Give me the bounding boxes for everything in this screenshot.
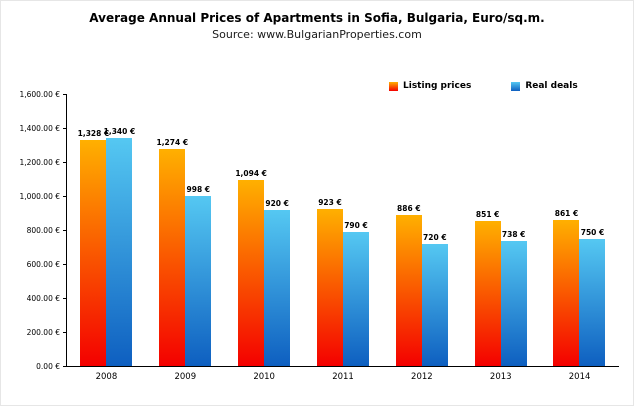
bar-real-deals-2008: 1,340 € xyxy=(104,127,135,366)
bar-group-2010: 1,094 € 920 € xyxy=(235,94,291,366)
bar-real-deals-2010: 920 € xyxy=(264,199,291,366)
bar-value-label: 920 € xyxy=(265,198,289,208)
y-tick-label: 1,600.00 € xyxy=(19,89,60,99)
bar-real-deals-2014: 750 € xyxy=(579,228,606,366)
x-axis-label-2012: 2012 xyxy=(411,372,433,382)
bar-listing-prices-2009: 1,274 € xyxy=(156,138,188,366)
bar-real-deals-2012: 720 € xyxy=(421,233,448,366)
bar-value-label: 998 € xyxy=(186,185,211,195)
bar-value-label: 1,340 € xyxy=(103,127,136,137)
y-tick-label: 400.00 € xyxy=(26,293,60,303)
y-tick-label: 800.00 € xyxy=(26,225,60,235)
bar-value-label: 1,274 € xyxy=(156,138,189,148)
y-tick-label: 1,000.00 € xyxy=(19,191,60,201)
bar-listing-prices-2012: 886 € xyxy=(395,204,422,366)
chart-subtitle: Source: www.BulgarianProperties.com xyxy=(212,28,422,41)
x-axis-label-2013: 2013 xyxy=(489,372,512,382)
bar-value-label: 720 € xyxy=(423,232,447,242)
bar-group-2009: 1,274 € 998 € xyxy=(156,94,212,366)
y-tick-label: 1,400.00 € xyxy=(19,123,60,133)
bar-group-2014: 861 €750 € xyxy=(553,94,606,366)
legend-swatch-listing-prices xyxy=(389,81,398,91)
bar-value-label: 1,328 € xyxy=(77,129,110,139)
legend-swatch-real-deals xyxy=(511,81,521,91)
bar-listing-prices-2013: 851 € xyxy=(474,210,501,366)
bar-group-2013: 851 €738 € xyxy=(474,94,527,366)
x-axis-label-2008: 2008 xyxy=(95,372,118,382)
y-tick-label: 200.00 € xyxy=(26,327,60,337)
bar-value-label: 851 € xyxy=(475,210,500,220)
x-axis-label-2014: 2014 xyxy=(568,372,591,382)
x-axis-label-2011: 2011 xyxy=(332,372,354,382)
bar-value-label: 1,094 € xyxy=(235,169,267,179)
bar-real-deals-2009: 998 € xyxy=(185,185,212,366)
y-tick-mark xyxy=(63,297,67,299)
bar-group-2012: 886 € 720 € xyxy=(395,94,448,366)
bar-value-label: 861 € xyxy=(554,208,579,218)
y-tick-label: 600.00 € xyxy=(26,259,60,269)
y-tick-mark xyxy=(63,331,67,333)
bar-listing-prices-2010: 1,094 € xyxy=(235,169,267,366)
y-tick-mark xyxy=(63,263,67,265)
legend: Listing prices Real deals xyxy=(389,81,578,91)
bar-group-2008: 1,328 €1,340 € xyxy=(78,94,135,366)
legend-label-listing-prices: Listing prices xyxy=(403,81,472,91)
y-tick-mark xyxy=(63,127,67,129)
legend-item-real-deals: Real deals xyxy=(511,81,578,91)
y-tick-mark xyxy=(63,229,67,231)
bar-group-2011: 923 € 790 € xyxy=(316,94,369,366)
x-axis-label-2010: 2010 xyxy=(253,372,275,382)
bar-value-label: 886 € xyxy=(397,204,421,214)
bar-real-deals-2013: 738 € xyxy=(500,230,527,366)
bar-real-deals-2011: 790 € xyxy=(342,221,369,366)
bar-listing-prices-2008: 1,328 € xyxy=(78,129,109,366)
bar-value-label: 923 € xyxy=(318,198,342,208)
x-axis-label-2009: 2009 xyxy=(174,372,197,382)
chart-title: Average Annual Prices of Apartments in S… xyxy=(89,11,545,25)
bar-value-label: 790 € xyxy=(344,220,368,230)
y-tick-mark xyxy=(63,365,67,367)
x-axis-labels: 2008 2009 2010 2011 2012 2013 2014 xyxy=(67,372,619,382)
y-tick-mark xyxy=(63,161,67,163)
bar-value-label: 738 € xyxy=(501,229,526,239)
bar-listing-prices-2011: 923 € xyxy=(316,198,343,366)
y-tick-label: 1,200.00 € xyxy=(19,157,60,167)
y-tick-mark xyxy=(63,93,67,95)
bars-container: 1,328 €1,340 € 1,274 € 998 € 1,094 € 920 € 92… xyxy=(67,94,619,366)
bar-value-label: 750 € xyxy=(580,227,605,237)
y-tick-mark xyxy=(63,195,67,197)
legend-item-listing-prices: Listing prices xyxy=(389,81,471,91)
plot-area: 0.00 € 200.00 € 400.00 € 600.00 € 800.00 € 1,… xyxy=(19,90,619,382)
legend-label-real-deals: Real deals xyxy=(525,81,578,91)
bar-listing-prices-2014: 861 € xyxy=(553,209,580,366)
y-tick-label: 0.00 € xyxy=(36,361,60,371)
